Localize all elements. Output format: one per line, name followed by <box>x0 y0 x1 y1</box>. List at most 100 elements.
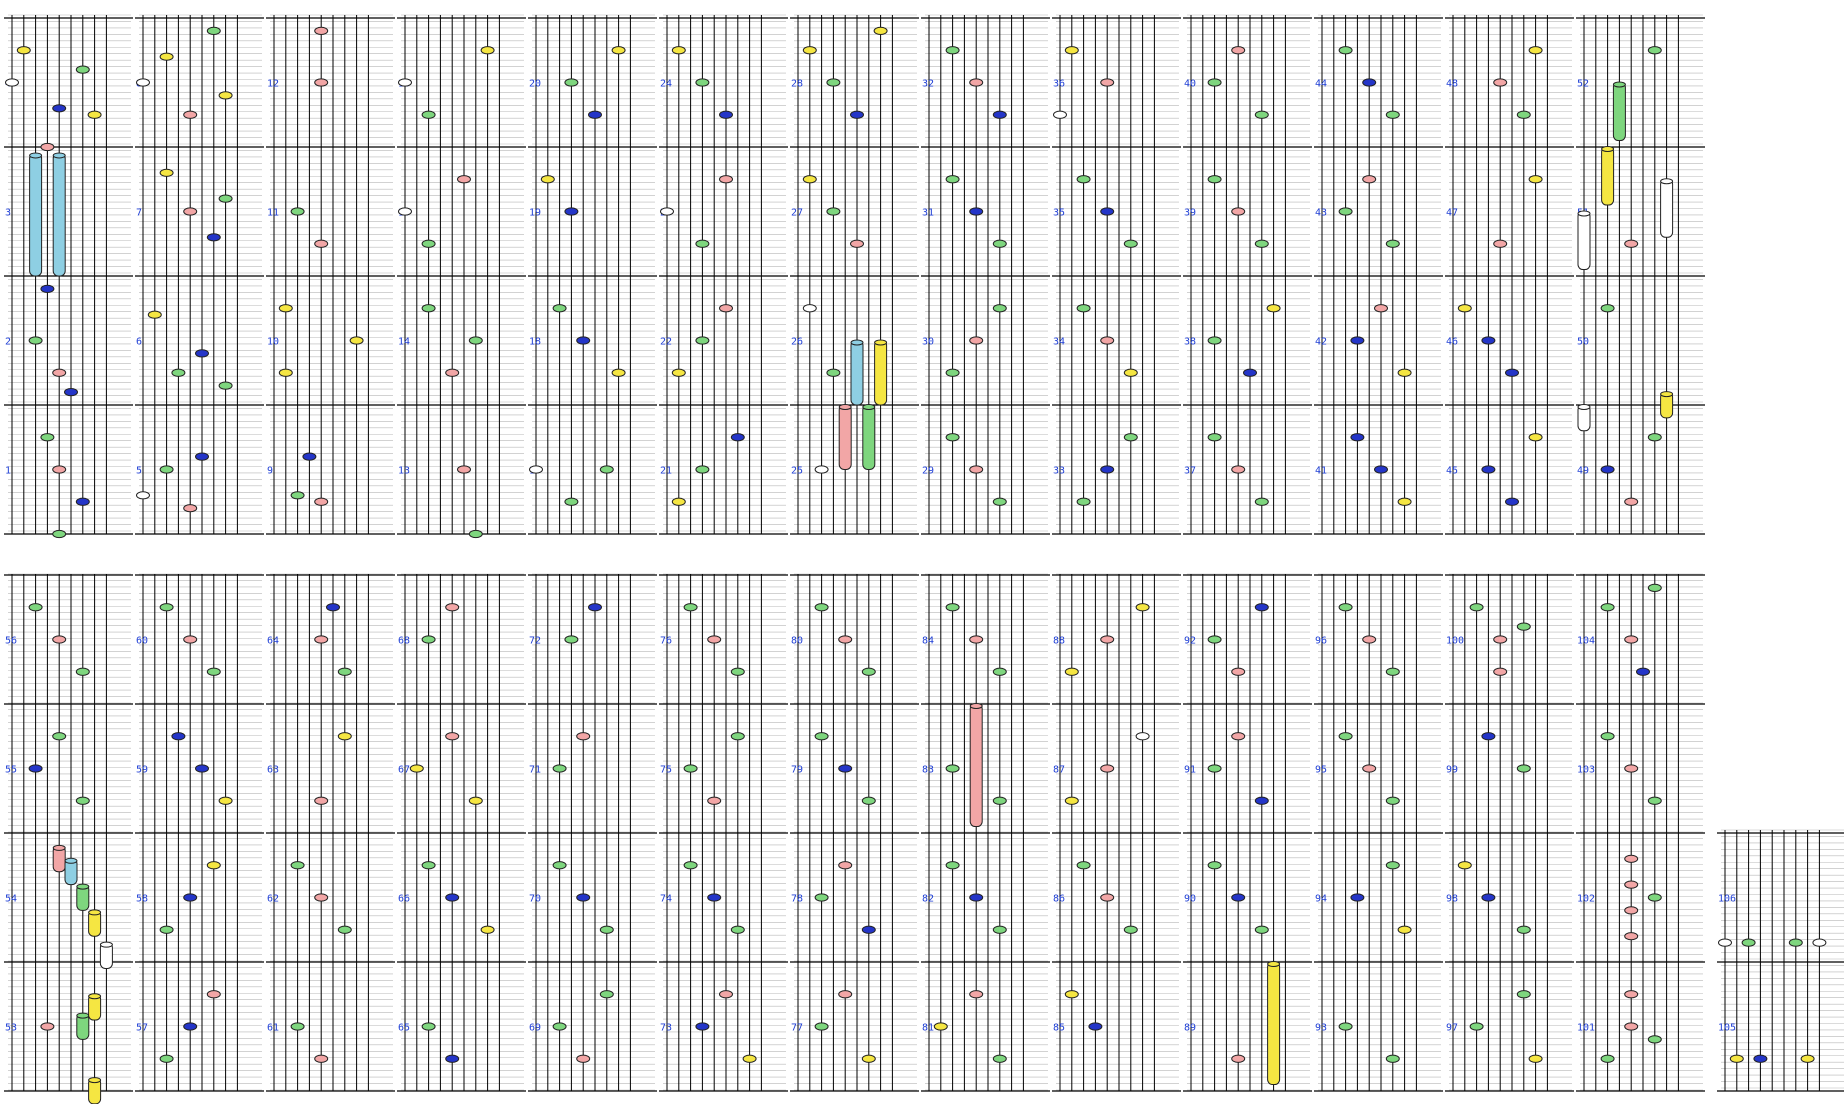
note-gem <box>1207 764 1222 773</box>
note-gem <box>992 497 1007 506</box>
note-gem <box>136 491 150 500</box>
note-gem <box>183 893 198 902</box>
note-gem <box>695 336 710 345</box>
measure-number: 64 <box>267 636 279 647</box>
note-gem <box>1493 635 1508 644</box>
note-gem <box>1254 603 1269 612</box>
measure-number: 42 <box>1315 337 1327 348</box>
note-gem <box>218 194 233 203</box>
note-gem <box>1385 1054 1400 1063</box>
note-gem <box>992 304 1007 313</box>
sustain-cap <box>29 152 43 159</box>
note-gem <box>75 497 90 506</box>
sustain-cap <box>88 909 102 916</box>
note-gem <box>1505 497 1519 506</box>
note-gem <box>838 861 853 870</box>
sustain-note <box>52 152 66 277</box>
sustain-cap <box>52 844 66 851</box>
note-gem <box>314 893 329 902</box>
measure-number: 96 <box>1315 636 1327 647</box>
measure-number: 88 <box>1053 636 1065 647</box>
note-gem <box>1788 938 1803 947</box>
note-gem <box>1374 465 1388 474</box>
note-gem <box>1741 938 1756 947</box>
measure-number: 99 <box>1446 765 1458 776</box>
note-gem <box>552 1022 567 1031</box>
note-gem <box>1481 465 1496 474</box>
measure-number: 102 <box>1577 894 1595 905</box>
note-gem <box>969 990 984 999</box>
note-gem <box>1100 207 1115 216</box>
note-gem <box>206 233 221 242</box>
note-gem <box>992 667 1007 676</box>
note-gem <box>1528 46 1543 55</box>
note-gem <box>1100 336 1115 345</box>
note-gem <box>1207 433 1222 442</box>
note-gem <box>1076 497 1091 506</box>
note-gem <box>468 336 483 345</box>
note-gem <box>445 732 460 741</box>
sustain-note <box>1612 82 1626 142</box>
note-gem <box>1123 433 1138 442</box>
note-gem <box>206 26 221 35</box>
note-gem <box>933 1022 948 1031</box>
measure-number: 63 <box>267 765 279 776</box>
highway-column: 65 66 67 68 <box>397 573 526 1092</box>
note-gem <box>1493 667 1508 676</box>
note-gem <box>1100 893 1115 902</box>
highway-column: 45 46 47 48 <box>1445 14 1574 535</box>
measure-number: 78 <box>791 894 803 905</box>
note-gem <box>1481 336 1496 345</box>
sustain-cap <box>1612 81 1626 88</box>
note-gem <box>1600 732 1615 741</box>
sustain-cap <box>1267 961 1281 967</box>
note-gem <box>1624 932 1639 941</box>
note-gem <box>873 26 888 35</box>
note-gem <box>52 529 67 539</box>
note-gem <box>1624 854 1639 863</box>
note-gem <box>730 433 745 442</box>
note-gem <box>40 1022 55 1031</box>
measure-number: 77 <box>791 1023 803 1034</box>
sustain-note <box>1601 146 1615 206</box>
note-gem <box>838 635 853 644</box>
note-gem <box>1493 78 1508 87</box>
measure-number: 35 <box>1053 208 1065 219</box>
note-gem <box>1528 175 1543 184</box>
note-gem <box>564 207 579 216</box>
measure-number: 40 <box>1184 79 1196 90</box>
note-gem <box>1385 796 1400 805</box>
sustain-note <box>862 404 876 470</box>
note-gem <box>671 497 686 506</box>
note-gem <box>802 304 817 313</box>
measure-number: 105 <box>1718 1023 1736 1034</box>
note-gem <box>1362 764 1377 773</box>
note-gem <box>611 368 626 377</box>
note-gem <box>671 368 686 377</box>
highway-column: 85 86 87 88 <box>1052 573 1181 1092</box>
measure-number: 33 <box>1053 466 1065 477</box>
sustain-cap <box>52 152 66 159</box>
note-gem <box>314 796 329 805</box>
note-gem <box>1266 304 1281 313</box>
note-gem <box>278 368 293 377</box>
note-gem <box>719 175 733 184</box>
note-gem <box>838 764 853 773</box>
measure-number: 21 <box>660 466 672 477</box>
measure-number: 13 <box>398 466 410 477</box>
note-gem <box>1123 239 1138 248</box>
note-gem <box>1207 635 1222 644</box>
note-gem <box>1338 207 1353 216</box>
note-gem <box>1231 46 1246 55</box>
measure-number: 59 <box>136 765 148 776</box>
note-gem <box>945 433 960 442</box>
note-gem <box>1100 635 1115 644</box>
sustain-cap <box>1577 404 1591 410</box>
note-gem <box>349 336 364 345</box>
note-gem <box>969 78 984 87</box>
note-gem <box>1624 906 1639 915</box>
note-gem <box>861 925 876 934</box>
note-gem <box>147 310 162 319</box>
note-gem <box>159 465 174 474</box>
measure-number: 43 <box>1315 208 1327 219</box>
